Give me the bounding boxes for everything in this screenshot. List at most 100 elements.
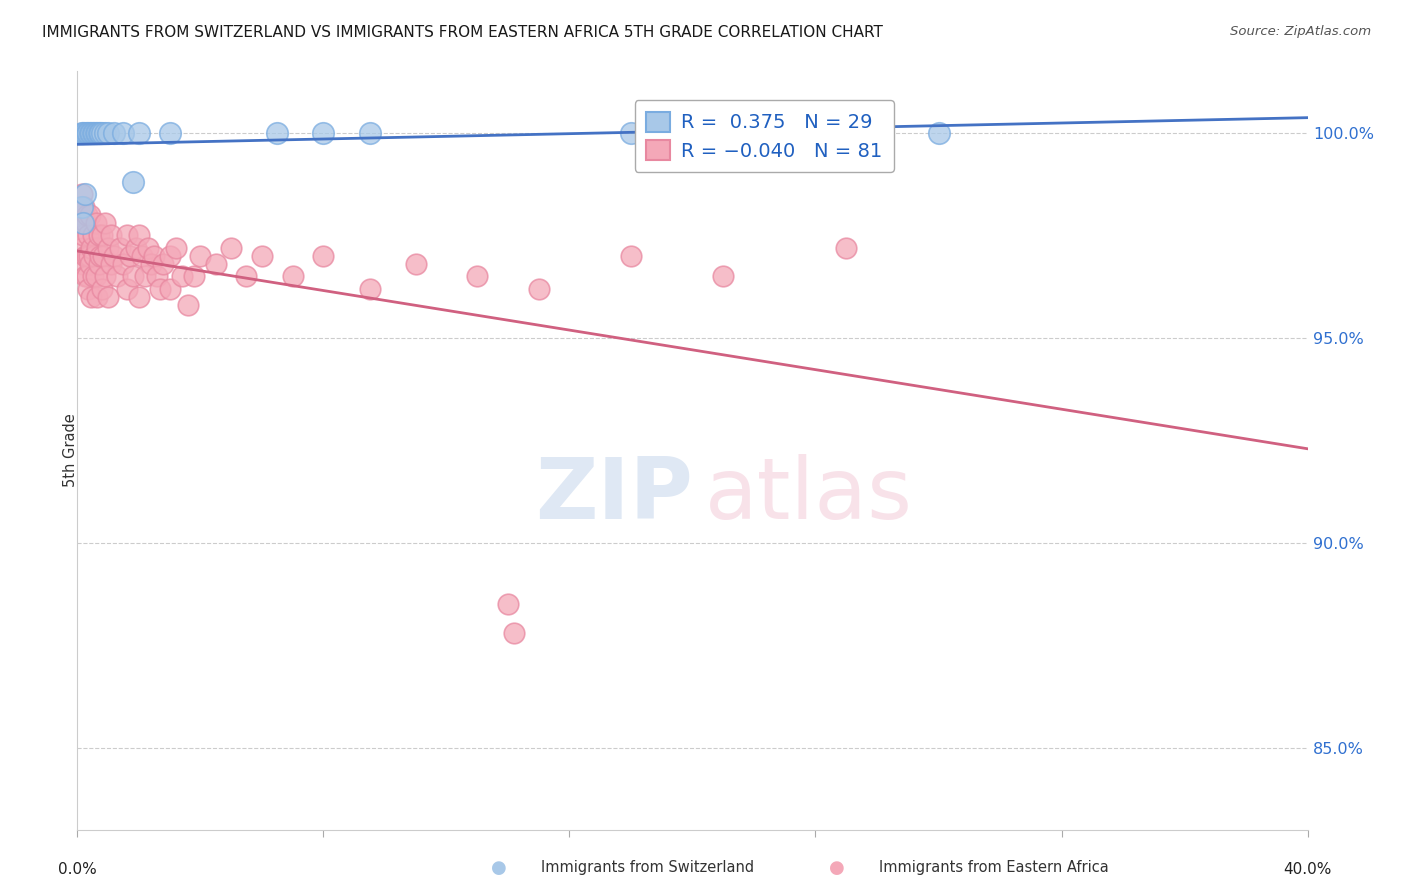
Text: Source: ZipAtlas.com: Source: ZipAtlas.com: [1230, 25, 1371, 38]
Point: [134, 269, 156, 284]
Point: [136, 241, 159, 255]
Point: [70, 200, 93, 214]
Y-axis label: 5th Grade: 5th Grade: [63, 414, 77, 487]
Point: [312, 126, 335, 140]
Point: [83, 249, 105, 263]
Text: 0.0%: 0.0%: [58, 863, 97, 878]
Text: IMMIGRANTS FROM SWITZERLAND VS IMMIGRANTS FROM EASTERN AFRICA 5TH GRADE CORRELAT: IMMIGRANTS FROM SWITZERLAND VS IMMIGRANT…: [42, 25, 883, 40]
Point: [143, 249, 166, 263]
Point: [90, 228, 114, 243]
Point: [312, 249, 335, 263]
Point: [76, 126, 98, 140]
Point: [281, 269, 304, 284]
Point: [152, 257, 174, 271]
Point: [87, 228, 110, 243]
Point: [72, 228, 94, 243]
Text: ●: ●: [828, 859, 845, 877]
Point: [93, 249, 115, 263]
Point: [146, 269, 169, 284]
Point: [711, 269, 734, 284]
Point: [86, 241, 108, 255]
Point: [84, 126, 107, 140]
Point: [250, 249, 273, 263]
Point: [100, 257, 122, 271]
Point: [527, 282, 550, 296]
Point: [112, 126, 135, 140]
Text: 40.0%: 40.0%: [1284, 863, 1331, 878]
Point: [89, 249, 111, 263]
Point: [69, 200, 91, 214]
Text: Immigrants from Switzerland: Immigrants from Switzerland: [541, 861, 755, 875]
Point: [82, 228, 104, 243]
Point: [359, 126, 381, 140]
Point: [118, 249, 141, 263]
Text: ZIP: ZIP: [534, 454, 693, 538]
Point: [128, 290, 150, 304]
Point: [77, 249, 100, 263]
Text: atlas: atlas: [704, 454, 912, 538]
Point: [90, 126, 114, 140]
Point: [835, 241, 858, 255]
Point: [79, 208, 101, 222]
Point: [115, 228, 138, 243]
Point: [188, 249, 212, 263]
Point: [496, 597, 519, 611]
Point: [72, 216, 94, 230]
Point: [72, 126, 94, 140]
Point: [103, 126, 125, 140]
Point: [82, 269, 104, 284]
Point: [131, 249, 153, 263]
Point: [141, 257, 163, 271]
Point: [73, 200, 96, 214]
Point: [97, 241, 120, 255]
Point: [82, 126, 104, 140]
Point: [77, 228, 100, 243]
Point: [89, 126, 111, 140]
Point: [204, 257, 226, 271]
Text: ●: ●: [491, 859, 508, 877]
Point: [73, 269, 96, 284]
Point: [100, 228, 122, 243]
Point: [177, 298, 200, 312]
Point: [121, 175, 143, 189]
Point: [87, 257, 110, 271]
Point: [159, 282, 181, 296]
Point: [128, 126, 150, 140]
Point: [465, 269, 488, 284]
Point: [97, 126, 120, 140]
Point: [103, 249, 125, 263]
Point: [77, 126, 100, 140]
Point: [94, 269, 117, 284]
Point: [86, 290, 108, 304]
Point: [928, 126, 950, 140]
Point: [72, 208, 94, 222]
Point: [70, 216, 93, 230]
Point: [110, 241, 132, 255]
Point: [73, 249, 96, 263]
Point: [77, 282, 100, 296]
Point: [235, 269, 257, 284]
Point: [125, 241, 148, 255]
Point: [73, 187, 96, 202]
Point: [266, 126, 288, 140]
Point: [159, 249, 181, 263]
Point: [70, 187, 93, 202]
Point: [219, 241, 242, 255]
Point: [70, 126, 93, 140]
Point: [79, 257, 101, 271]
Point: [149, 282, 172, 296]
Point: [620, 126, 643, 140]
Point: [76, 208, 98, 222]
Point: [112, 257, 135, 271]
Point: [84, 216, 107, 230]
Point: [159, 126, 181, 140]
Point: [115, 282, 138, 296]
Point: [105, 269, 128, 284]
Point: [75, 216, 97, 230]
Point: [76, 249, 98, 263]
Point: [359, 282, 381, 296]
Point: [165, 241, 187, 255]
Point: [83, 126, 105, 140]
Text: Immigrants from Eastern Africa: Immigrants from Eastern Africa: [879, 861, 1108, 875]
Point: [80, 241, 103, 255]
